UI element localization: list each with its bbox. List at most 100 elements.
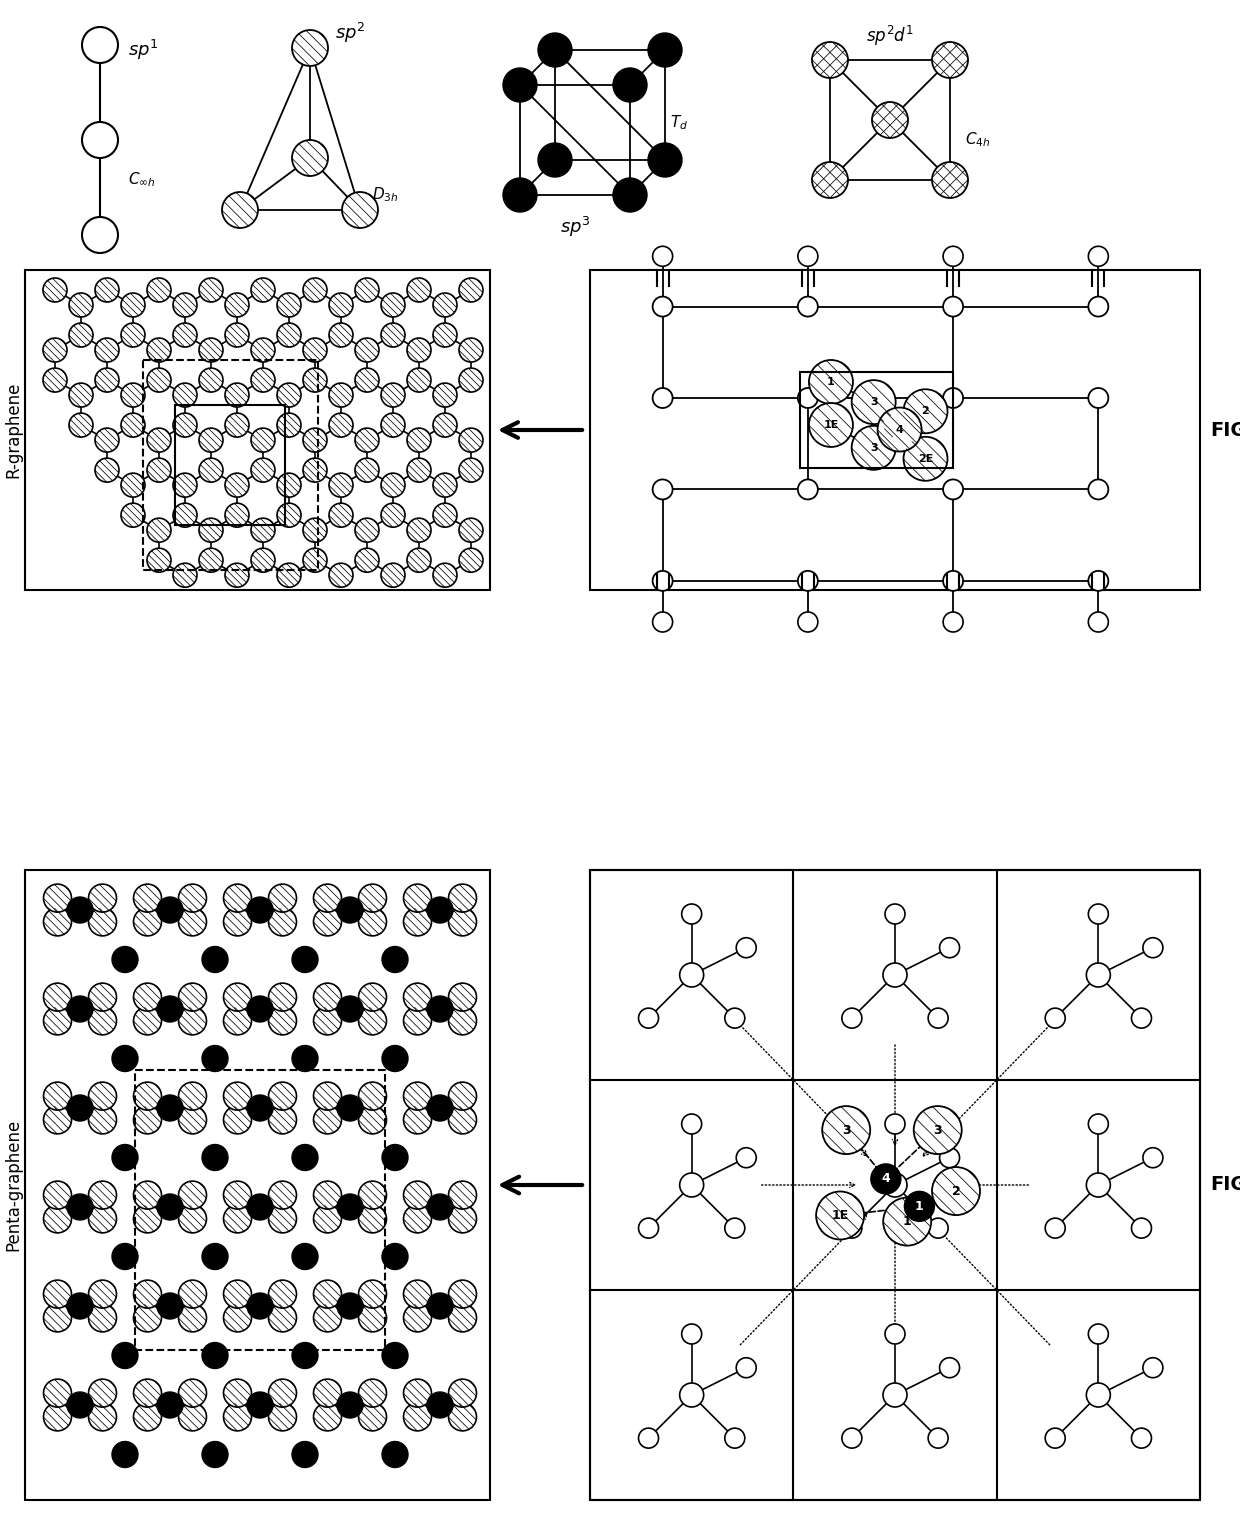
Circle shape	[329, 383, 353, 408]
Circle shape	[112, 947, 138, 973]
Circle shape	[503, 69, 537, 102]
Circle shape	[198, 548, 223, 573]
Circle shape	[1045, 1428, 1065, 1448]
Circle shape	[174, 563, 197, 588]
Text: $sp^2d^1$: $sp^2d^1$	[866, 24, 914, 47]
Circle shape	[43, 1280, 72, 1309]
Circle shape	[95, 368, 119, 392]
Circle shape	[407, 278, 432, 302]
Circle shape	[291, 1243, 317, 1269]
Circle shape	[314, 884, 341, 912]
Circle shape	[179, 1304, 207, 1332]
Circle shape	[314, 1403, 341, 1431]
Circle shape	[538, 144, 572, 177]
Circle shape	[122, 293, 145, 318]
Circle shape	[355, 368, 379, 392]
Circle shape	[179, 1006, 207, 1035]
Circle shape	[291, 31, 329, 66]
Text: 1: 1	[915, 1200, 924, 1212]
Circle shape	[148, 278, 171, 302]
Circle shape	[88, 909, 117, 936]
Circle shape	[725, 1428, 745, 1448]
Circle shape	[303, 428, 327, 452]
Circle shape	[808, 360, 853, 405]
Circle shape	[291, 1342, 317, 1368]
Circle shape	[852, 380, 895, 425]
Circle shape	[202, 1243, 228, 1269]
Circle shape	[382, 1046, 408, 1072]
Text: 3: 3	[934, 1124, 942, 1136]
Circle shape	[277, 414, 301, 437]
Circle shape	[157, 1393, 184, 1419]
Circle shape	[250, 428, 275, 452]
Circle shape	[43, 1006, 72, 1035]
Text: 3: 3	[869, 397, 878, 408]
Circle shape	[291, 1046, 317, 1072]
Circle shape	[198, 458, 223, 483]
Circle shape	[1045, 1008, 1065, 1028]
Circle shape	[174, 293, 197, 318]
Circle shape	[277, 504, 301, 527]
Circle shape	[403, 1106, 432, 1135]
Bar	[25, 270, 490, 589]
Circle shape	[1131, 1219, 1152, 1238]
Circle shape	[1089, 479, 1109, 499]
Circle shape	[885, 1115, 905, 1135]
Text: R-graphene: R-graphene	[4, 382, 22, 478]
Circle shape	[202, 947, 228, 973]
Circle shape	[407, 548, 432, 573]
Circle shape	[174, 324, 197, 347]
Text: $sp^1$: $sp^1$	[128, 38, 159, 63]
Circle shape	[459, 368, 484, 392]
Circle shape	[381, 293, 405, 318]
Circle shape	[459, 518, 484, 542]
Circle shape	[223, 1205, 252, 1232]
Circle shape	[88, 1379, 117, 1406]
Circle shape	[134, 1403, 161, 1431]
Circle shape	[940, 1148, 960, 1168]
Circle shape	[179, 909, 207, 936]
Circle shape	[503, 179, 537, 212]
Circle shape	[427, 1194, 453, 1220]
Circle shape	[303, 518, 327, 542]
Circle shape	[269, 1180, 296, 1209]
Circle shape	[277, 324, 301, 347]
Circle shape	[148, 368, 171, 392]
Text: 1: 1	[827, 377, 835, 386]
Circle shape	[43, 1205, 72, 1232]
Circle shape	[652, 246, 672, 266]
Circle shape	[649, 144, 682, 177]
Circle shape	[329, 473, 353, 498]
Circle shape	[904, 437, 947, 481]
Circle shape	[358, 1106, 387, 1135]
Circle shape	[1086, 1173, 1110, 1197]
Circle shape	[122, 324, 145, 347]
Circle shape	[148, 428, 171, 452]
Circle shape	[174, 383, 197, 408]
Circle shape	[250, 368, 275, 392]
Circle shape	[407, 337, 432, 362]
Circle shape	[337, 1095, 363, 1121]
Circle shape	[67, 1393, 93, 1419]
Circle shape	[449, 1379, 476, 1406]
Circle shape	[737, 938, 756, 957]
Circle shape	[797, 388, 818, 408]
Circle shape	[904, 1191, 935, 1222]
Circle shape	[403, 909, 432, 936]
Circle shape	[88, 1180, 117, 1209]
Circle shape	[82, 217, 118, 253]
Circle shape	[179, 1083, 207, 1110]
Circle shape	[337, 1293, 363, 1319]
Circle shape	[43, 1083, 72, 1110]
Circle shape	[1089, 246, 1109, 266]
Circle shape	[883, 964, 906, 986]
Circle shape	[381, 414, 405, 437]
Circle shape	[314, 1006, 341, 1035]
Circle shape	[112, 1441, 138, 1467]
Circle shape	[122, 504, 145, 527]
Circle shape	[449, 1280, 476, 1309]
Circle shape	[403, 884, 432, 912]
Circle shape	[842, 1428, 862, 1448]
Circle shape	[198, 278, 223, 302]
Circle shape	[459, 458, 484, 483]
